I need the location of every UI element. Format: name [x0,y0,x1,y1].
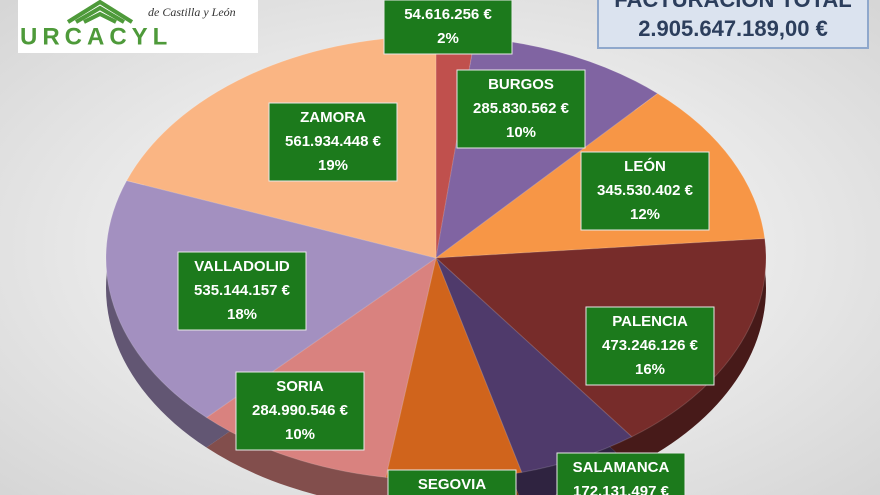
slice-label: SALAMANCA [573,459,670,476]
label-box [580,151,710,231]
slice-label: BURGOS [488,76,554,93]
slice-label: 285.830.562 € [473,100,570,117]
slice-label: 12% [630,206,660,223]
slice-label: SORIA [276,378,324,395]
logo-box [18,0,258,53]
slice-label: VALLADOLID [194,258,290,275]
label-box [556,452,686,495]
slice-label: SEGOVIA [418,476,487,493]
logo-subtitle: de Castilla y León [148,5,236,19]
slice-label: PALENCIA [612,313,688,330]
slice-label: 10% [285,426,315,443]
slice-label: 284.990.546 € [252,402,349,419]
logo-roof [66,0,134,24]
label-box [268,102,398,182]
slice-label: 535.144.157 € [194,282,291,299]
label-box [585,306,715,386]
slice-label: 16% [635,361,665,378]
slice-label: 18% [227,306,257,323]
slice-label: 345.530.402 € [597,182,694,199]
slice-label: LEÓN [624,157,666,175]
slice-label: 19% [318,157,348,174]
total-value: 2.905.647.189,00 € [638,16,828,41]
label-box [235,371,365,451]
slice-label: 172.131.497 € [573,483,670,495]
total-panel [597,0,869,49]
logo: URCACYL de Castilla y León [18,0,258,53]
slice-label: 2% [437,30,459,47]
label-box [177,251,307,331]
chart-title: FACTURACIÓN TOTAL [614,0,852,12]
slice-label: 473.246.126 € [602,337,699,354]
slice-label: 10% [506,124,536,141]
label-box [387,469,517,495]
slice-label: ZAMORA [300,109,366,126]
label-box [456,69,586,149]
slice-label: 561.934.448 € [285,133,382,150]
labels: 54.616.256 € 2% BURGOS 285.830.562 € 10% LEÓN… [177,0,715,495]
total-box: FACTURACIÓN TOTAL 2.905.647.189,00 € [597,0,869,49]
label-box [383,0,513,55]
slice-label: 54.616.256 € [404,6,492,23]
logo-text: URCACYL [20,23,172,50]
